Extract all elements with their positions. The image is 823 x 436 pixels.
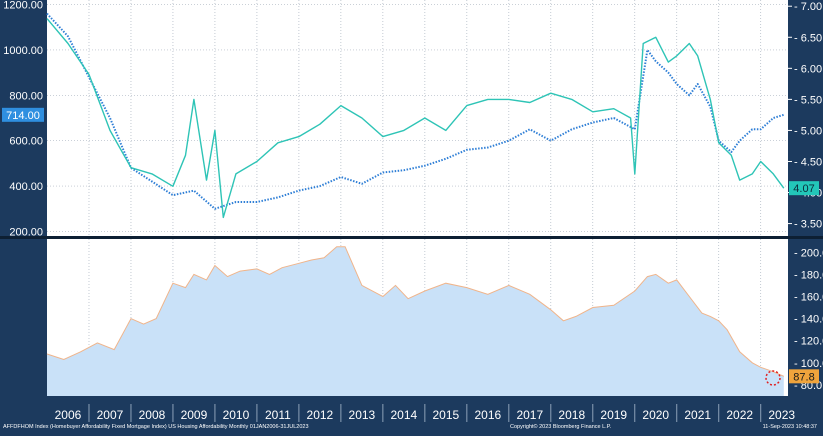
year-label: 2017 [516, 408, 543, 422]
upper-left-tick-label: 800.00 [9, 90, 43, 102]
right-last-value-tag [789, 181, 819, 196]
upper-left-tick-label: 600.00 [9, 136, 43, 148]
upper-left-tick-label: 1000.00 [3, 45, 43, 57]
x-axis-years: 2006 2007 2008 2009 2010 2011 2012 2013 2014 2015… [55, 404, 795, 422]
upper-right-tick-label: - 5.00 [794, 125, 822, 137]
upper-right-tick-label: - 5.50 [794, 94, 822, 106]
upper-right-tick-label: - 3.50 [794, 219, 822, 231]
upper-left-tick-label: 1200.00 [3, 0, 43, 12]
year-label: 2007 [97, 408, 124, 422]
right-last-value-text: 4.07 [793, 183, 814, 195]
footer-left-text: AFFDFHOM Index (Homebuyer Affordability … [3, 424, 309, 430]
footer-right-text: 11-Sep-2023 10:48:37 [763, 424, 817, 430]
left-last-value-text: 714.00 [6, 110, 40, 122]
area-fill [47, 246, 784, 396]
last-point-marker [765, 370, 781, 386]
upper-series-lines [46, 12, 785, 219]
left-last-value-tag [2, 107, 44, 122]
lower-right-tick-label: - 160.0 [794, 291, 823, 303]
upper-left-axis: 200.00 400.00 600.00 800.00 1000.00 1200.00 [3, 0, 43, 238]
year-label: 2023 [768, 408, 795, 422]
year-label: 2012 [307, 408, 334, 422]
year-label: 2022 [726, 408, 753, 422]
upper-left-tick-label: 400.00 [9, 181, 43, 193]
right-axis-series-line [46, 18, 785, 219]
lower-right-tick-label: - 140.0 [794, 314, 823, 326]
year-label: 2019 [600, 408, 627, 422]
year-label: 2009 [181, 408, 208, 422]
lower-right-tick-label: - 200.0 [794, 247, 823, 259]
lower-right-tick-label: - 120.0 [794, 336, 823, 348]
year-label: 2021 [684, 408, 711, 422]
upper-right-tick-label: - 6.50 [794, 32, 822, 44]
area-outline [46, 246, 785, 377]
lower-last-value-text: 87.8 [793, 371, 814, 383]
upper-right-tick-label: - 7.00 [794, 1, 822, 13]
lower-right-tick-label: - 100.0 [794, 358, 823, 370]
year-label: 2011 [265, 408, 291, 422]
year-label: 2010 [223, 408, 250, 422]
upper-plot-area [47, 0, 788, 236]
upper-right-tick-label: - 6.00 [794, 63, 822, 75]
year-label: 2014 [391, 408, 418, 422]
year-label: 2008 [139, 408, 166, 422]
year-label: 2013 [349, 408, 376, 422]
year-label: 2018 [558, 408, 585, 422]
year-label: 2020 [642, 408, 669, 422]
upper-right-tick-label: - 4.50 [794, 156, 822, 168]
lower-right-axis: - 80.0- 100.0- 120.0- 140.0- 160.0- 180.… [794, 247, 823, 392]
last-value-tags: 714.00 4.07 87.8 [2, 107, 819, 384]
year-label: 2016 [474, 408, 501, 422]
upper-left-tick-label: 200.00 [9, 226, 43, 238]
lower-last-value-tag [789, 369, 819, 384]
year-label: 2015 [432, 408, 459, 422]
lower-right-tick-label: - 180.0 [794, 269, 823, 281]
affordability-index-area [46, 246, 785, 396]
year-label: 2006 [55, 408, 82, 422]
left-axis-series-line [46, 12, 785, 210]
footer-center-text: Copyright© 2023 Bloomberg Finance L.P. [510, 423, 612, 430]
